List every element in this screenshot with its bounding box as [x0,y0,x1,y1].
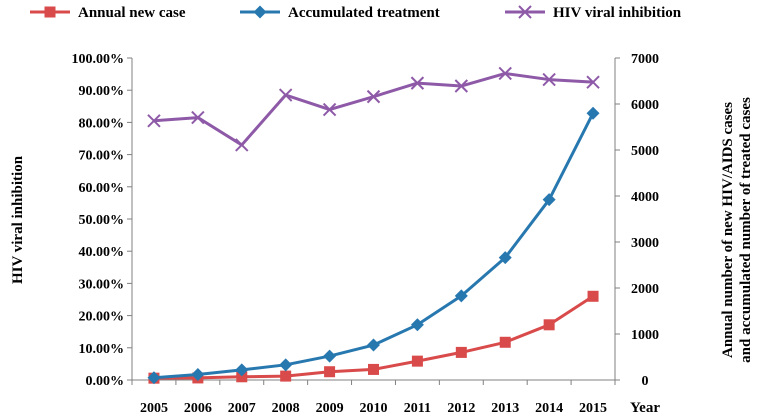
marker-stroke [454,79,469,93]
data-point [323,349,337,363]
marker-stroke [235,138,249,152]
y-left-tick-label: 0.00% [86,374,125,389]
data-point [235,138,249,152]
legend-label: Accumulated treatment [288,5,440,21]
y-axis-right-title-line1: Annual number of new HIV/AIDS cases [720,102,736,358]
legend-item: HIV viral inhibition [505,5,682,21]
x-tick-label: 2008 [272,401,300,416]
y-axis-left-title: HIV viral inhibition [10,155,26,284]
x-tick-label: 2014 [535,401,563,416]
y-left-tick-label: 20.00% [79,310,125,325]
series-annual-new-case [148,290,599,384]
x-tick-label: 2012 [447,401,475,416]
series-line [153,112,595,380]
legend-item: Accumulated treatment [240,5,440,21]
data-point [586,106,600,120]
data-point [455,346,467,358]
x-tick-label: 2011 [404,401,431,416]
axes [127,57,620,385]
legend-item: Annual new case [30,5,186,21]
data-point [587,290,599,302]
data-point [543,319,555,331]
marker-stroke [542,72,556,87]
legend-marker [44,6,56,18]
y-left-tick-label: 30.00% [79,277,125,292]
y-left-tick-label: 50.00% [79,213,125,228]
data-point [586,75,600,89]
y-right-tick-label: 3000 [631,236,659,251]
y-right-tick-label: 7000 [631,52,659,67]
data-point [280,370,292,382]
y-left-tick-label: 40.00% [79,245,125,260]
marker-stroke [366,89,381,104]
data-point [147,371,161,385]
marker-stroke [518,5,532,19]
data-point [147,114,161,128]
marker-stroke [191,110,205,125]
marker-stroke [147,114,161,128]
data-point [411,355,423,367]
data-point [368,363,379,375]
y-left-tick-label: 70.00% [79,149,125,164]
data-point [498,66,512,81]
x-axis-title: Year [630,400,660,416]
data-point [410,76,425,90]
x-tick-label: 2013 [491,401,519,416]
x-tick-label: 2006 [184,401,212,416]
x-tick-label: 2015 [579,401,607,416]
tick-labels: 0.00% 10.00% 20.00% 30.00% 40.00% 50.00% 60.00… [72,52,660,416]
y-left-tick-label: 100.00% [72,52,125,67]
marker-stroke [410,76,425,90]
data-point [366,89,381,104]
data-point [499,336,511,348]
data-point [454,79,469,93]
data-point [191,110,205,125]
data-point [324,366,336,378]
y-axis-right-title-line2: and accumulated number of treated cases [738,97,754,363]
series-hiv-viral-inhibition [147,66,600,152]
y-left-tick-label: 60.00% [79,181,125,196]
y-right-tick-label: 1000 [631,328,659,343]
y-right-tick-label: 4000 [631,190,659,205]
data-point [542,193,556,207]
data-point [367,338,380,352]
data-point [322,102,337,117]
legend: Annual new case Accumulated treatment HIV … [30,5,682,21]
x-tick-label: 2007 [228,401,256,416]
y-right-tick-label: 5000 [631,144,659,159]
marker-stroke [278,88,293,102]
data-point [454,289,468,303]
x-tick-label: 2009 [316,401,344,416]
data-point [236,371,248,383]
marker-stroke [498,66,512,81]
marker-stroke [322,102,337,117]
data-point [279,358,293,372]
data-point [498,251,512,265]
y-right-tick-label: 2000 [631,282,659,297]
x-tick-label: 2005 [140,401,168,416]
data-point [410,318,424,332]
y-left-tick-label: 80.00% [79,116,125,131]
data-point [542,72,556,87]
marker-stroke [586,75,600,89]
data-point [278,88,293,102]
legend-marker [253,5,267,19]
series-line [153,71,594,147]
y-right-tick-label: 6000 [631,98,659,113]
y-left-tick-label: 90.00% [79,84,125,99]
data-point [235,363,249,377]
series-accumulated-treatment [147,106,600,385]
x-tick-label: 2010 [360,401,388,416]
y-left-tick-label: 10.00% [79,342,125,357]
y-right-tick-label: 0 [642,374,649,389]
legend-marker [518,5,532,19]
legend-label: Annual new case [78,5,186,21]
legend-label: HIV viral inhibition [553,5,682,21]
data-point [191,367,205,381]
series-layer [147,66,600,385]
